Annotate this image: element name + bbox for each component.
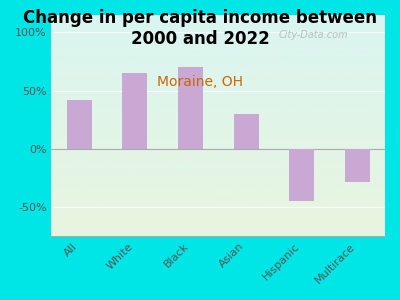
Bar	[234, 114, 258, 149]
Bar	[122, 73, 147, 149]
Text: City-Data.com: City-Data.com	[278, 31, 348, 40]
Text: Change in per capita income between
2000 and 2022: Change in per capita income between 2000…	[23, 9, 377, 48]
Bar	[289, 149, 314, 201]
Bar	[345, 149, 370, 182]
Bar	[178, 68, 203, 149]
Text: Moraine, OH: Moraine, OH	[157, 75, 243, 89]
Bar	[67, 100, 92, 149]
